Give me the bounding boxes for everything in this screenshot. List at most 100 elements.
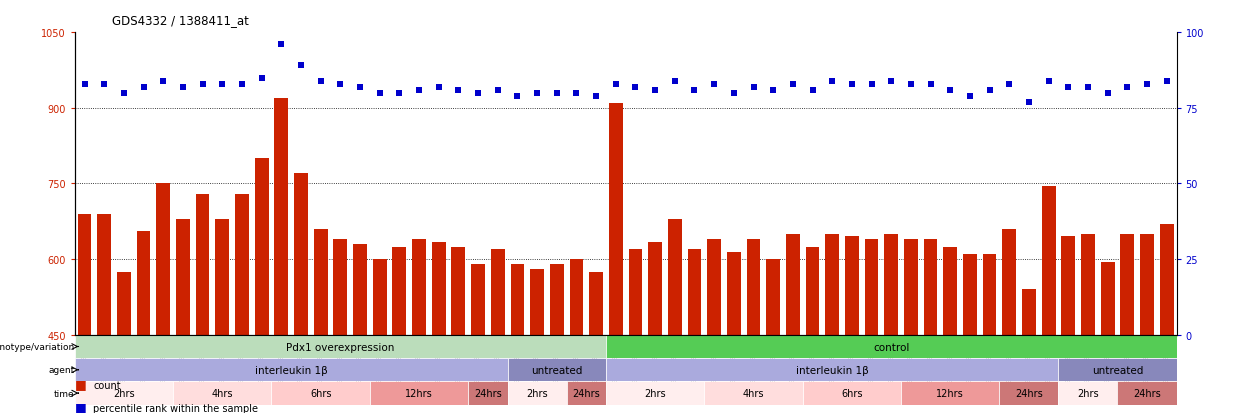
Bar — [173, 382, 271, 405]
Text: Pdx1 overexpression: Pdx1 overexpression — [286, 342, 395, 351]
Point — [842, 81, 862, 88]
Bar — [806, 247, 819, 413]
Point — [251, 75, 271, 82]
Point — [645, 87, 665, 94]
Point — [1117, 84, 1137, 91]
Point — [705, 81, 725, 88]
Text: ■: ■ — [75, 400, 86, 413]
Bar — [629, 249, 642, 413]
Bar — [924, 240, 937, 413]
Bar — [609, 104, 622, 413]
Text: 4hrs: 4hrs — [212, 388, 233, 398]
Point — [291, 63, 311, 69]
Bar — [471, 265, 486, 413]
Bar — [354, 244, 367, 413]
Bar — [705, 382, 803, 405]
Bar — [412, 240, 426, 413]
Point — [1078, 84, 1098, 91]
Point — [901, 81, 921, 88]
Bar — [176, 219, 189, 413]
Text: control: control — [873, 342, 909, 351]
Point — [95, 81, 115, 88]
Bar — [1058, 358, 1177, 382]
Bar — [845, 237, 859, 413]
Point — [1038, 78, 1058, 85]
Point — [980, 87, 1000, 94]
Point — [606, 81, 626, 88]
Point — [390, 90, 410, 97]
Point — [586, 93, 606, 100]
Bar — [1101, 262, 1114, 413]
Point — [311, 78, 331, 85]
Point — [1137, 81, 1157, 88]
Point — [468, 90, 488, 97]
Point — [232, 81, 251, 88]
Bar — [274, 98, 288, 413]
Bar — [707, 240, 721, 413]
Bar — [1000, 382, 1058, 405]
Bar — [964, 254, 977, 413]
Text: 24hrs: 24hrs — [1015, 388, 1043, 398]
Bar — [75, 382, 173, 405]
Point — [1018, 99, 1038, 106]
Bar — [255, 159, 269, 413]
Point — [410, 87, 430, 94]
Point — [428, 84, 448, 91]
Bar — [271, 382, 370, 405]
Point — [665, 78, 685, 85]
Point — [940, 87, 960, 94]
Point — [862, 81, 881, 88]
Bar — [550, 265, 564, 413]
Bar — [649, 242, 662, 413]
Text: GDS4332 / 1388411_at: GDS4332 / 1388411_at — [112, 14, 249, 27]
Point — [193, 81, 213, 88]
Bar — [77, 214, 91, 413]
Point — [213, 81, 233, 88]
Point — [723, 90, 743, 97]
Point — [527, 90, 547, 97]
Text: ■: ■ — [75, 377, 86, 390]
Bar — [314, 229, 327, 413]
Bar — [468, 382, 508, 405]
Bar — [786, 235, 799, 413]
Point — [803, 87, 823, 94]
Point — [566, 90, 586, 97]
Point — [1000, 81, 1020, 88]
Bar — [566, 382, 606, 405]
Bar — [747, 240, 761, 413]
Text: interleukin 1β: interleukin 1β — [796, 365, 869, 375]
Bar — [334, 240, 347, 413]
Bar — [1062, 237, 1076, 413]
Bar — [865, 240, 879, 413]
Bar — [372, 259, 386, 413]
Text: 2hrs: 2hrs — [645, 388, 666, 398]
Point — [685, 87, 705, 94]
Bar — [1160, 224, 1174, 413]
Point — [920, 81, 940, 88]
Bar — [901, 382, 1000, 405]
Bar — [606, 382, 705, 405]
Bar — [766, 259, 781, 413]
Bar — [510, 265, 524, 413]
Bar — [1022, 290, 1036, 413]
Point — [881, 78, 901, 85]
Point — [743, 84, 763, 91]
Bar — [432, 242, 446, 413]
Text: untreated: untreated — [532, 365, 583, 375]
Point — [115, 90, 134, 97]
Point — [763, 87, 783, 94]
Bar — [530, 270, 544, 413]
Bar — [825, 235, 839, 413]
Point — [547, 90, 566, 97]
Text: time: time — [54, 389, 75, 398]
Bar — [589, 272, 603, 413]
Text: 24hrs: 24hrs — [474, 388, 502, 398]
Point — [960, 93, 980, 100]
Point — [370, 90, 390, 97]
Point — [488, 87, 508, 94]
Bar — [803, 382, 901, 405]
Bar — [569, 259, 584, 413]
Bar — [982, 254, 996, 413]
Point — [153, 78, 173, 85]
Text: 2hrs: 2hrs — [113, 388, 134, 398]
